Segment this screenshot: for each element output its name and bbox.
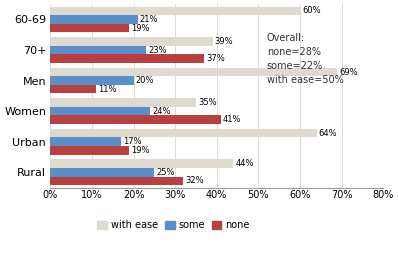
Bar (50, 98, 196, 107)
Bar (50, 159, 233, 168)
Bar (50, 68, 338, 76)
Text: 32%: 32% (185, 176, 204, 185)
Text: Overall:
none=28%
some=22%
with ease=50%: Overall: none=28% some=22% with ease=50% (267, 33, 343, 85)
Text: 69%: 69% (339, 67, 358, 76)
Bar (50, 177, 183, 185)
Text: 44%: 44% (236, 159, 254, 168)
Text: 19%: 19% (131, 146, 150, 155)
Bar (50, 168, 154, 177)
Bar (50, 54, 204, 63)
Text: 19%: 19% (131, 23, 150, 32)
Text: 23%: 23% (148, 46, 167, 55)
Bar (50, 146, 129, 155)
Text: 21%: 21% (140, 15, 158, 24)
Legend: with ease, some, none: with ease, some, none (94, 216, 254, 234)
Bar (50, 24, 129, 32)
Text: 17%: 17% (123, 137, 142, 146)
Text: 64%: 64% (319, 129, 337, 138)
Text: 24%: 24% (152, 107, 171, 116)
Text: 37%: 37% (206, 54, 225, 63)
Bar (50, 129, 316, 137)
Bar (50, 15, 138, 24)
Text: 41%: 41% (223, 115, 242, 124)
Bar (50, 137, 121, 146)
Text: 25%: 25% (156, 168, 175, 177)
Text: 35%: 35% (198, 98, 217, 107)
Text: 11%: 11% (98, 85, 117, 94)
Text: 20%: 20% (136, 76, 154, 85)
Text: 39%: 39% (215, 37, 233, 46)
Text: 60%: 60% (302, 6, 321, 15)
Bar (50, 76, 134, 85)
Bar (50, 37, 213, 46)
Bar (50, 85, 96, 93)
Bar (50, 46, 146, 54)
Bar (50, 7, 300, 15)
Bar (50, 107, 150, 115)
Bar (50, 115, 221, 124)
